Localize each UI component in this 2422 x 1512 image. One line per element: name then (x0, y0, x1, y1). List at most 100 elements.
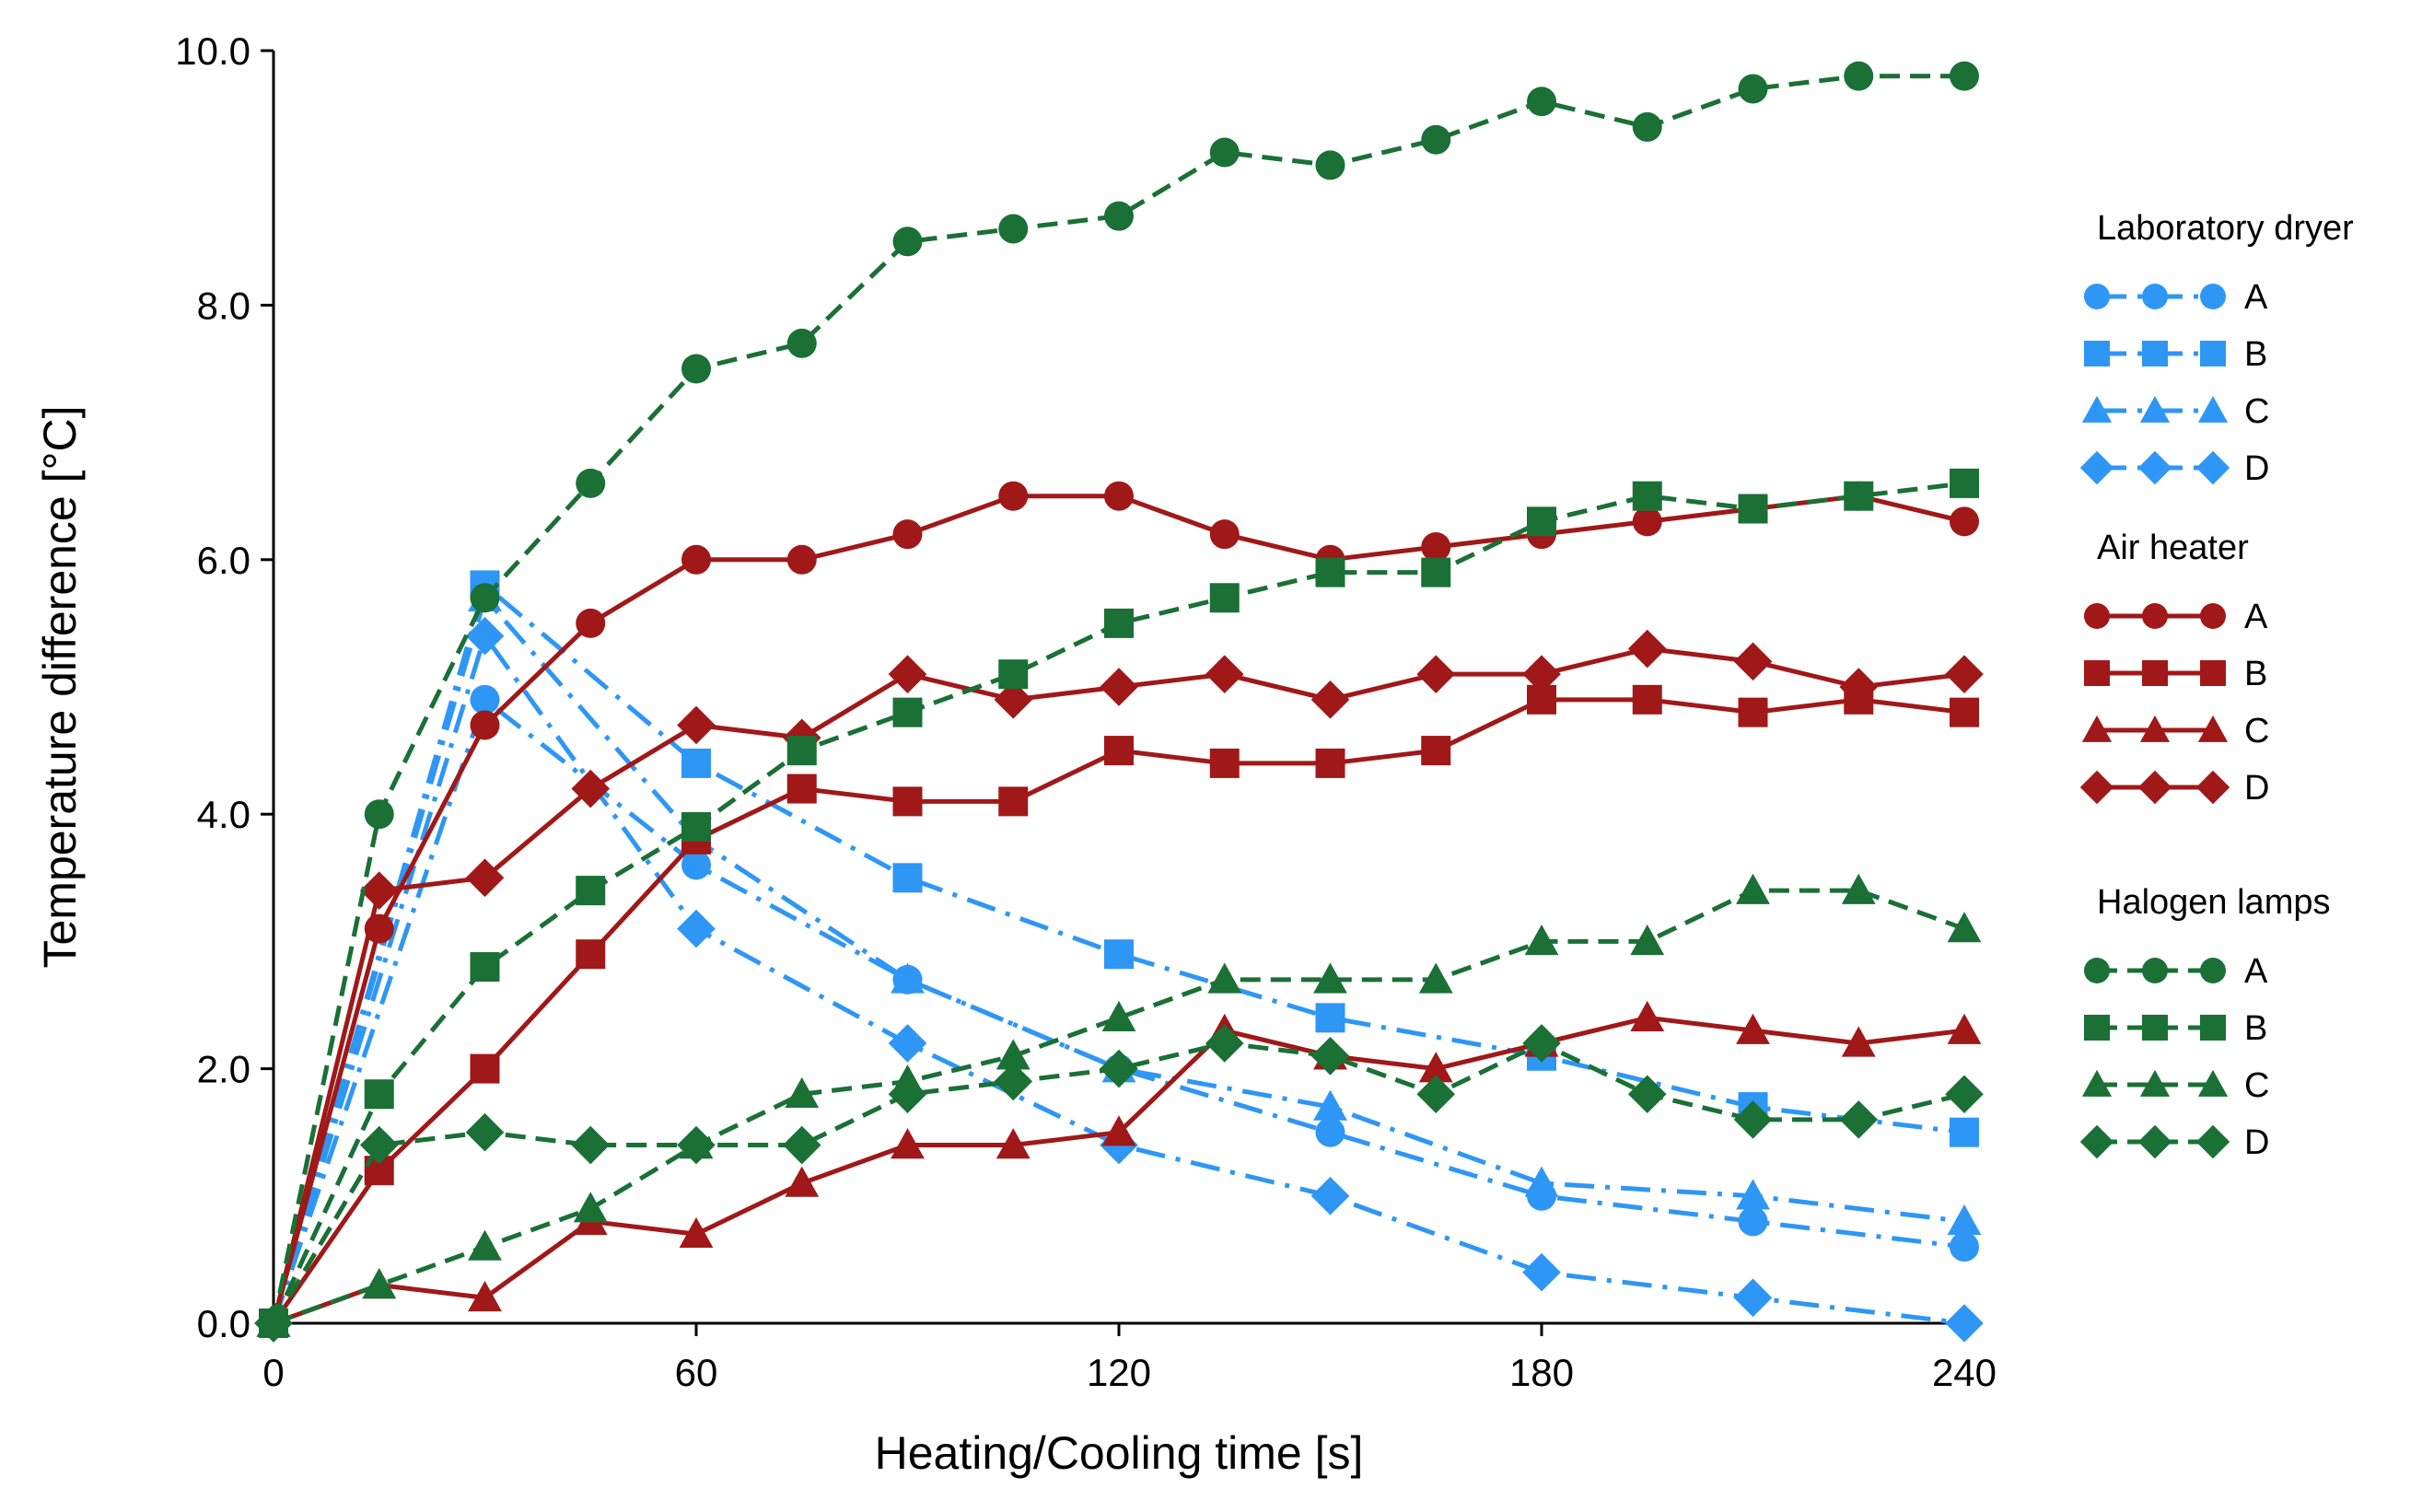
data-point (571, 769, 611, 808)
data-point (1522, 1252, 1561, 1292)
legend-label: D (2244, 1123, 2269, 1162)
data-point (785, 1076, 820, 1108)
series-air-heater-d (254, 629, 1984, 1343)
data-point (888, 1075, 927, 1114)
series-line (271, 697, 1965, 1324)
legend-label: D (2244, 449, 2269, 488)
data-point (1313, 1089, 1347, 1121)
series-line (271, 74, 1964, 1324)
legend-marker (2084, 603, 2110, 629)
legend-marker (2195, 770, 2230, 805)
y-tick-label: 0.0 (197, 1302, 250, 1345)
legend-entry-halogen-lamps-a: A (2084, 952, 2268, 991)
data-point (1104, 201, 1134, 231)
data-point (573, 1192, 608, 1223)
data-point (1416, 1075, 1456, 1114)
data-point (681, 748, 711, 778)
series-line (271, 582, 1965, 1324)
data-point (892, 519, 923, 550)
legend-label: B (2244, 1009, 2267, 1048)
data-point (470, 1053, 500, 1084)
legend-label: B (2244, 335, 2267, 374)
data-point (1736, 1179, 1770, 1210)
data-point (1313, 962, 1347, 994)
data-point (1627, 629, 1667, 669)
data-point (786, 544, 817, 575)
legend-label: A (2244, 278, 2268, 317)
data-point (359, 1125, 399, 1165)
data-point (996, 1128, 1031, 1159)
data-point (1207, 962, 1242, 994)
legend-marker (2137, 770, 2172, 805)
data-point (1947, 1204, 1982, 1236)
data-point (1844, 481, 1874, 511)
legend-label: A (2244, 952, 2268, 991)
legend-marker (2081, 1069, 2113, 1097)
data-point (468, 1229, 502, 1261)
data-point (1421, 557, 1451, 587)
data-point (1630, 925, 1665, 956)
y-tick-label: 4.0 (197, 793, 250, 836)
data-point (1421, 124, 1451, 155)
data-point (470, 583, 500, 613)
data-point (785, 1166, 820, 1197)
legend-marker (2079, 770, 2114, 805)
legend-title-air-heater: Air heater (2097, 529, 2249, 567)
data-point (1841, 873, 1876, 904)
legend-marker (2139, 395, 2171, 423)
legend-marker (2200, 1015, 2226, 1041)
series-halogen-lamps-c (256, 873, 1982, 1337)
x-tick-label: 240 (1932, 1351, 1997, 1394)
data-point (576, 468, 606, 498)
legend-marker (2084, 1015, 2110, 1041)
legend-label: C (2244, 392, 2269, 431)
data-point (364, 1079, 394, 1110)
data-point (1100, 668, 1138, 706)
data-point (1527, 87, 1556, 117)
data-point (1315, 1003, 1345, 1033)
data-point (1315, 557, 1345, 587)
data-point (1205, 655, 1244, 693)
legend-marker (2197, 395, 2229, 423)
data-point (1632, 506, 1662, 537)
data-point (786, 773, 817, 804)
data-point (1104, 481, 1134, 511)
legend-marker (2142, 660, 2168, 686)
data-point (1632, 111, 1662, 142)
legend-marker (2142, 958, 2168, 983)
legend-marker (2084, 341, 2110, 366)
data-point (998, 786, 1029, 817)
x-axis-title: Heating/Cooling time [s] (875, 1427, 1364, 1479)
x-tick-label: 120 (1087, 1351, 1151, 1394)
data-point (468, 1280, 502, 1312)
data-point (1632, 684, 1662, 715)
data-point (1950, 1232, 1979, 1262)
x-tick-label: 0 (262, 1351, 284, 1394)
data-point (1416, 655, 1456, 693)
data-point (1630, 1000, 1665, 1032)
legend-marker (2081, 395, 2113, 423)
legend-entry-halogen-lamps-b: B (2084, 1009, 2267, 1048)
data-point (1738, 697, 1768, 727)
legend-marker (2142, 1015, 2168, 1041)
legend-marker (2081, 715, 2113, 742)
data-point (892, 786, 923, 817)
legend-marker (2200, 958, 2226, 983)
data-point (1950, 468, 1979, 498)
legend-entry-air-heater-b: B (2084, 655, 2267, 693)
data-point (576, 939, 606, 970)
data-point (1524, 925, 1559, 956)
data-point (576, 608, 606, 638)
y-axis-title: Temperature difference [°C] (34, 405, 86, 968)
data-point (681, 812, 711, 843)
legend-entry-halogen-lamps-c: C (2081, 1066, 2269, 1105)
data-point (996, 1039, 1031, 1070)
legend-marker (2084, 284, 2110, 309)
data-point (1100, 1049, 1138, 1088)
data-point (1104, 608, 1134, 638)
data-point (1421, 736, 1451, 766)
legend-entry-laboratory-dryer-d: D (2079, 449, 2269, 488)
data-point (1315, 748, 1345, 778)
legend-marker (2195, 450, 2230, 485)
data-point (470, 684, 500, 715)
